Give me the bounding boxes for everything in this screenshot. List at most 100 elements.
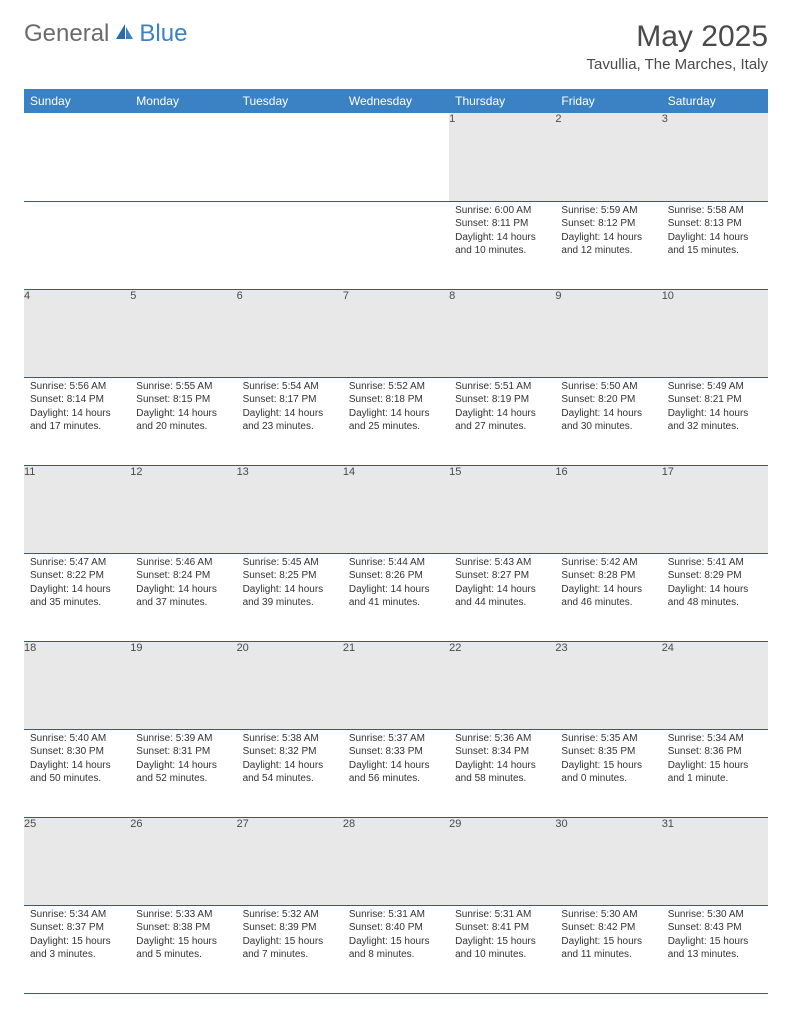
sunset-line: Sunset: 8:36 PM <box>668 745 762 759</box>
day-cell: Sunrise: 5:42 AMSunset: 8:28 PMDaylight:… <box>555 553 661 641</box>
day-cell-body: Sunrise: 5:43 AMSunset: 8:27 PMDaylight:… <box>449 554 555 618</box>
day-cell-body: Sunrise: 5:52 AMSunset: 8:18 PMDaylight:… <box>343 378 449 442</box>
day-cell-body: Sunrise: 5:35 AMSunset: 8:35 PMDaylight:… <box>555 730 661 794</box>
sunset-line: Sunset: 8:30 PM <box>30 745 124 759</box>
daylight-line: Daylight: 15 hours and 0 minutes. <box>561 759 655 786</box>
sunset-line: Sunset: 8:34 PM <box>455 745 549 759</box>
sunset-line: Sunset: 8:35 PM <box>561 745 655 759</box>
day-cell-body: Sunrise: 6:00 AMSunset: 8:11 PMDaylight:… <box>449 202 555 266</box>
sunset-line: Sunset: 8:42 PM <box>561 921 655 935</box>
sunset-line: Sunset: 8:29 PM <box>668 569 762 583</box>
day-number-cell <box>343 113 449 201</box>
weekday-header: Sunday <box>24 89 130 113</box>
daylight-line: Daylight: 14 hours and 39 minutes. <box>243 583 337 610</box>
day-cell-body: Sunrise: 5:42 AMSunset: 8:28 PMDaylight:… <box>555 554 661 618</box>
sunrise-line: Sunrise: 5:34 AM <box>668 732 762 746</box>
day-cell <box>343 201 449 289</box>
sunset-line: Sunset: 8:38 PM <box>136 921 230 935</box>
day-cell: Sunrise: 5:31 AMSunset: 8:41 PMDaylight:… <box>449 905 555 993</box>
page: General Blue May 2025 Tavullia, The Marc… <box>0 0 792 1014</box>
week-row: Sunrise: 5:34 AMSunset: 8:37 PMDaylight:… <box>24 905 768 993</box>
sunset-line: Sunset: 8:17 PM <box>243 393 337 407</box>
sunset-line: Sunset: 8:32 PM <box>243 745 337 759</box>
day-cell-body: Sunrise: 5:58 AMSunset: 8:13 PMDaylight:… <box>662 202 768 266</box>
day-cell-body: Sunrise: 5:54 AMSunset: 8:17 PMDaylight:… <box>237 378 343 442</box>
daynum-row: 18192021222324 <box>24 641 768 729</box>
sunset-line: Sunset: 8:41 PM <box>455 921 549 935</box>
day-cell-body <box>130 202 236 266</box>
sunrise-line: Sunrise: 5:30 AM <box>561 908 655 922</box>
sunrise-line: Sunrise: 5:44 AM <box>349 556 443 570</box>
sunrise-line: Sunrise: 5:55 AM <box>136 380 230 394</box>
sunset-line: Sunset: 8:25 PM <box>243 569 337 583</box>
sunrise-line: Sunrise: 5:36 AM <box>455 732 549 746</box>
title-block: May 2025 Tavullia, The Marches, Italy <box>587 20 768 73</box>
day-cell-body: Sunrise: 5:56 AMSunset: 8:14 PMDaylight:… <box>24 378 130 442</box>
day-cell: Sunrise: 5:59 AMSunset: 8:12 PMDaylight:… <box>555 201 661 289</box>
day-cell-body: Sunrise: 5:30 AMSunset: 8:43 PMDaylight:… <box>662 906 768 970</box>
week-row: Sunrise: 5:47 AMSunset: 8:22 PMDaylight:… <box>24 553 768 641</box>
day-number-cell: 12 <box>130 465 236 553</box>
week-row: Sunrise: 5:56 AMSunset: 8:14 PMDaylight:… <box>24 377 768 465</box>
day-cell-body: Sunrise: 5:41 AMSunset: 8:29 PMDaylight:… <box>662 554 768 618</box>
day-number-cell: 8 <box>449 289 555 377</box>
day-number-cell: 9 <box>555 289 661 377</box>
week-row: Sunrise: 5:40 AMSunset: 8:30 PMDaylight:… <box>24 729 768 817</box>
day-cell-body: Sunrise: 5:46 AMSunset: 8:24 PMDaylight:… <box>130 554 236 618</box>
day-number-cell: 23 <box>555 641 661 729</box>
day-number-cell: 6 <box>237 289 343 377</box>
day-number-cell: 21 <box>343 641 449 729</box>
daylight-line: Daylight: 14 hours and 27 minutes. <box>455 407 549 434</box>
day-number-cell: 2 <box>555 113 661 201</box>
location: Tavullia, The Marches, Italy <box>587 56 768 73</box>
daylight-line: Daylight: 14 hours and 15 minutes. <box>668 231 762 258</box>
day-cell-body: Sunrise: 5:59 AMSunset: 8:12 PMDaylight:… <box>555 202 661 266</box>
day-cell: Sunrise: 5:54 AMSunset: 8:17 PMDaylight:… <box>237 377 343 465</box>
day-cell <box>130 201 236 289</box>
day-number-cell: 20 <box>237 641 343 729</box>
sunrise-line: Sunrise: 5:31 AM <box>455 908 549 922</box>
daylight-line: Daylight: 14 hours and 52 minutes. <box>136 759 230 786</box>
daylight-line: Daylight: 14 hours and 50 minutes. <box>30 759 124 786</box>
day-number-cell <box>237 113 343 201</box>
day-number-cell: 29 <box>449 817 555 905</box>
weekday-header: Thursday <box>449 89 555 113</box>
daylight-line: Daylight: 15 hours and 1 minute. <box>668 759 762 786</box>
sunrise-line: Sunrise: 5:45 AM <box>243 556 337 570</box>
daylight-line: Daylight: 15 hours and 8 minutes. <box>349 935 443 962</box>
sunset-line: Sunset: 8:33 PM <box>349 745 443 759</box>
day-cell-body: Sunrise: 5:44 AMSunset: 8:26 PMDaylight:… <box>343 554 449 618</box>
sunrise-line: Sunrise: 5:47 AM <box>30 556 124 570</box>
day-cell-body: Sunrise: 5:36 AMSunset: 8:34 PMDaylight:… <box>449 730 555 794</box>
day-number-cell: 10 <box>662 289 768 377</box>
sunrise-line: Sunrise: 5:39 AM <box>136 732 230 746</box>
sunrise-line: Sunrise: 5:50 AM <box>561 380 655 394</box>
day-number-cell: 16 <box>555 465 661 553</box>
day-cell-body: Sunrise: 5:38 AMSunset: 8:32 PMDaylight:… <box>237 730 343 794</box>
sunrise-line: Sunrise: 5:58 AM <box>668 204 762 218</box>
day-number-cell <box>130 113 236 201</box>
day-cell: Sunrise: 5:37 AMSunset: 8:33 PMDaylight:… <box>343 729 449 817</box>
sunrise-line: Sunrise: 5:37 AM <box>349 732 443 746</box>
sunrise-line: Sunrise: 5:32 AM <box>243 908 337 922</box>
day-cell: Sunrise: 5:35 AMSunset: 8:35 PMDaylight:… <box>555 729 661 817</box>
day-cell: Sunrise: 5:47 AMSunset: 8:22 PMDaylight:… <box>24 553 130 641</box>
sunset-line: Sunset: 8:15 PM <box>136 393 230 407</box>
day-number-cell: 3 <box>662 113 768 201</box>
day-cell: Sunrise: 5:38 AMSunset: 8:32 PMDaylight:… <box>237 729 343 817</box>
sunrise-line: Sunrise: 5:59 AM <box>561 204 655 218</box>
sunrise-line: Sunrise: 6:00 AM <box>455 204 549 218</box>
day-cell: Sunrise: 5:31 AMSunset: 8:40 PMDaylight:… <box>343 905 449 993</box>
day-number-cell <box>24 113 130 201</box>
sunset-line: Sunset: 8:11 PM <box>455 217 549 231</box>
day-cell-body: Sunrise: 5:30 AMSunset: 8:42 PMDaylight:… <box>555 906 661 970</box>
day-cell: Sunrise: 5:49 AMSunset: 8:21 PMDaylight:… <box>662 377 768 465</box>
sunrise-line: Sunrise: 5:46 AM <box>136 556 230 570</box>
sunset-line: Sunset: 8:24 PM <box>136 569 230 583</box>
calendar-body: 123Sunrise: 6:00 AMSunset: 8:11 PMDaylig… <box>24 113 768 993</box>
weekday-header: Saturday <box>662 89 768 113</box>
day-cell-body: Sunrise: 5:31 AMSunset: 8:41 PMDaylight:… <box>449 906 555 970</box>
daylight-line: Daylight: 15 hours and 11 minutes. <box>561 935 655 962</box>
sunrise-line: Sunrise: 5:33 AM <box>136 908 230 922</box>
daylight-line: Daylight: 15 hours and 3 minutes. <box>30 935 124 962</box>
